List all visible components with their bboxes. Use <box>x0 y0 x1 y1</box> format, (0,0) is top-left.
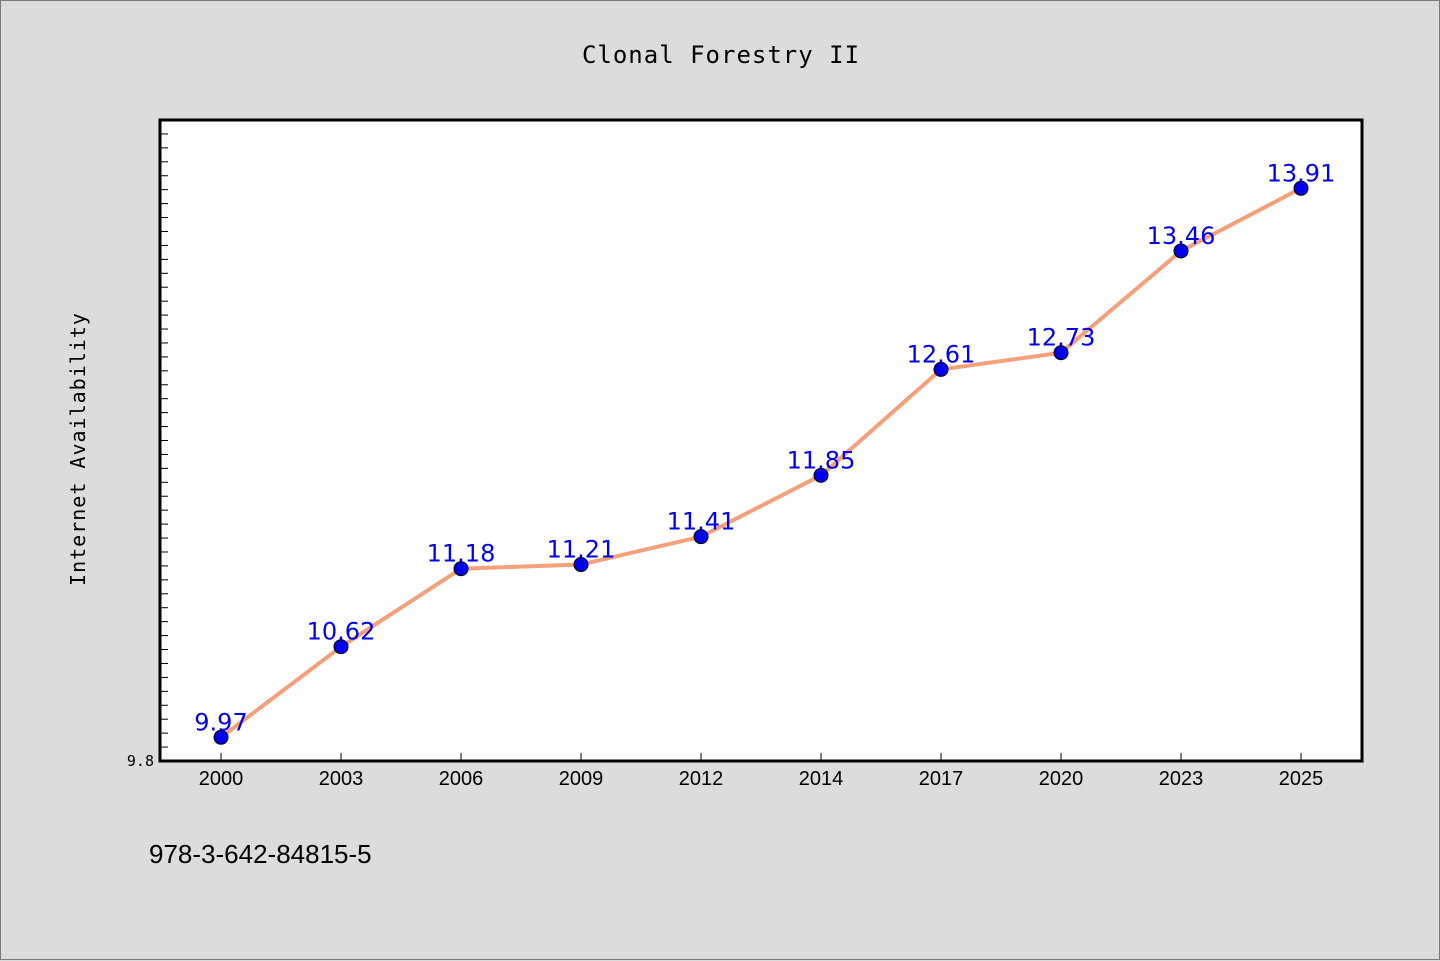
x-axis-tick-labels: 2000 2003 2006 2009 2012 2014 2017 2020 2023 2025 <box>199 768 1324 790</box>
x-tick-label: 2023 <box>1159 768 1204 790</box>
data-point <box>573 557 589 573</box>
data-label: 12.61 <box>907 340 976 368</box>
x-tick-label: 2009 <box>559 768 604 790</box>
x-tick-label: 2017 <box>919 768 964 790</box>
data-point <box>1053 345 1069 361</box>
data-point <box>933 361 949 377</box>
data-point <box>693 529 709 545</box>
x-tick-label: 2020 <box>1039 768 1084 790</box>
data-label: 11.18 <box>427 540 496 568</box>
x-tick-label: 2012 <box>679 768 724 790</box>
isbn-footer: 978-3-642-84815-5 <box>149 839 372 869</box>
data-label: 13.46 <box>1147 222 1216 250</box>
plot-area <box>160 120 1362 761</box>
data-label: 10.62 <box>307 618 376 646</box>
data-point <box>333 639 349 655</box>
y-axis-tick-labels: 9.8 <box>127 752 154 770</box>
data-label: 12.73 <box>1027 324 1096 352</box>
data-label: 13.91 <box>1267 159 1336 187</box>
x-tick-label: 2014 <box>799 768 844 790</box>
y-axis-label: Internet Availability <box>66 312 90 586</box>
data-point <box>1173 243 1189 259</box>
series-line <box>219 186 1303 740</box>
x-tick-label: 2003 <box>319 768 364 790</box>
x-tick-label: 2025 <box>1279 768 1324 790</box>
data-labels: 9.97 10.62 11.18 11.21 11.41 11.85 12.61 12.73 1… <box>194 159 1335 736</box>
data-point <box>453 561 469 577</box>
data-label: 11.85 <box>787 446 856 474</box>
data-point <box>813 467 829 483</box>
y-tick-label: 9.8 <box>127 752 154 770</box>
data-markers <box>213 180 1309 745</box>
x-tick-label: 2006 <box>439 768 484 790</box>
data-label: 11.41 <box>667 508 736 536</box>
data-label: 11.21 <box>547 536 616 564</box>
data-label: 9.97 <box>194 708 247 736</box>
data-point <box>213 729 229 745</box>
x-tick-label: 2000 <box>199 768 244 790</box>
chart-title: Clonal Forestry II <box>582 41 860 69</box>
data-point <box>1293 180 1309 196</box>
plot-border <box>158 118 1364 763</box>
